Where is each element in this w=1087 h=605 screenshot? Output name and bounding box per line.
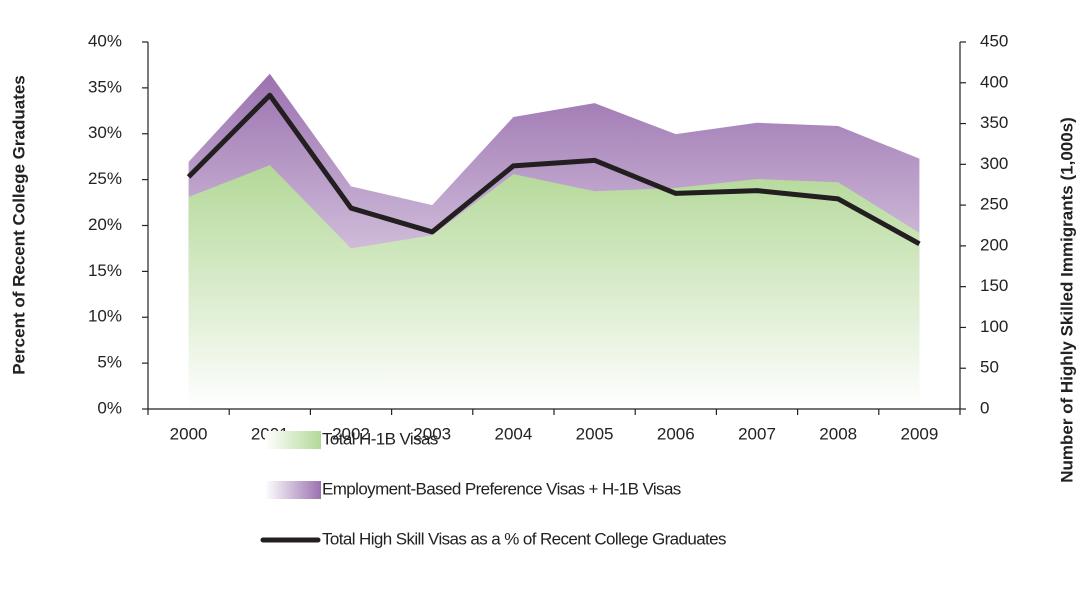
y2-tick-label: 100 xyxy=(980,317,1008,336)
y2-tick-label: 300 xyxy=(980,154,1008,173)
y2-tick-label: 350 xyxy=(980,113,1008,132)
y2-axis-title: Number of Highly Skilled Immigrants (1,0… xyxy=(1057,117,1076,483)
legend-label: Total High Skill Visas as a % of Recent … xyxy=(322,529,726,548)
y-tick-label: 20% xyxy=(88,215,122,234)
x-tick-label: 2004 xyxy=(494,424,532,443)
area xyxy=(188,165,920,409)
x-tick-label: 2002 xyxy=(332,424,370,443)
y-tick-label: 30% xyxy=(88,123,122,142)
x-tick-label: 2008 xyxy=(819,424,857,443)
y-tick-label: 15% xyxy=(88,261,122,280)
legend-swatch xyxy=(265,481,321,499)
legend-swatch xyxy=(265,431,321,449)
y-tick-label: 25% xyxy=(88,169,122,188)
y-tick-label: 5% xyxy=(97,353,122,372)
y2-tick-label: 0 xyxy=(980,398,989,417)
y2-tick-label: 400 xyxy=(980,72,1008,91)
x-tick-label: 2005 xyxy=(576,424,614,443)
y-tick-label: 35% xyxy=(88,77,122,96)
y2-tick-label: 150 xyxy=(980,276,1008,295)
x-tick-label: 2007 xyxy=(738,424,776,443)
x-tick-label: 2003 xyxy=(413,424,451,443)
x-tick-label: 2000 xyxy=(170,424,208,443)
line xyxy=(186,92,921,247)
y-tick-label: 10% xyxy=(88,307,122,326)
legend-label: Employment-Based Preference Visas + H-1B… xyxy=(322,479,681,498)
y2-tick-label: 200 xyxy=(980,235,1008,254)
y2-tick-label: 450 xyxy=(980,31,1008,50)
y-tick-label: 40% xyxy=(88,31,122,50)
x-tick-label: 2006 xyxy=(657,424,695,443)
y2-tick-label: 250 xyxy=(980,195,1008,214)
y-axis-title: Percent of Recent College Graduates xyxy=(9,75,28,374)
y2-tick-label: 50 xyxy=(980,358,999,377)
y-tick-label: 0% xyxy=(97,398,122,417)
x-tick-label: 2009 xyxy=(900,424,938,443)
legend-label: Total H-1B Visas xyxy=(322,429,438,448)
